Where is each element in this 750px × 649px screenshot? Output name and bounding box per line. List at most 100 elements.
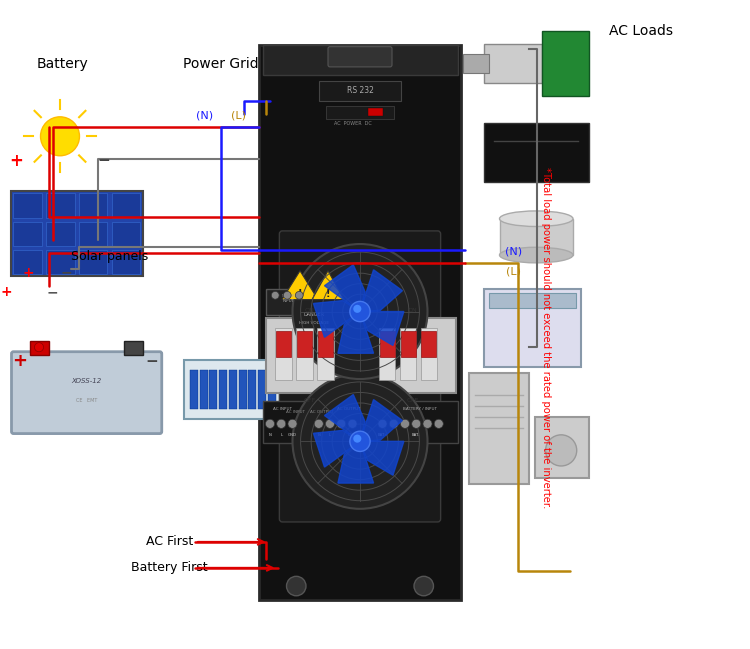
Bar xyxy=(484,44,542,83)
Bar xyxy=(326,106,394,119)
Circle shape xyxy=(266,419,274,428)
Text: GND: GND xyxy=(348,434,357,437)
Bar xyxy=(184,360,285,419)
Circle shape xyxy=(389,419,398,428)
Text: SOLAR
INPUT: SOLAR INPUT xyxy=(282,294,296,303)
Polygon shape xyxy=(314,430,360,467)
Text: L: L xyxy=(280,434,282,437)
Bar xyxy=(422,331,436,357)
Bar xyxy=(259,45,461,600)
Text: (L): (L) xyxy=(231,110,246,121)
Text: !: ! xyxy=(298,289,302,299)
Bar xyxy=(112,193,140,217)
Text: BATTERY / INPUT: BATTERY / INPUT xyxy=(403,407,437,411)
Text: *Total load power should not exceed the rated power of the inverter.: *Total load power should not exceed the … xyxy=(541,167,551,508)
Circle shape xyxy=(292,374,427,509)
Circle shape xyxy=(326,419,334,428)
Text: AC First: AC First xyxy=(146,535,194,548)
Bar xyxy=(275,328,292,380)
Text: AC  POWER  DC: AC POWER DC xyxy=(334,121,371,126)
Bar xyxy=(200,370,208,409)
Text: OFF: OFF xyxy=(406,398,419,403)
Bar xyxy=(219,370,227,409)
Text: AC INPUT    AC OUTPUT: AC INPUT AC OUTPUT xyxy=(286,410,333,415)
Bar xyxy=(112,221,140,246)
Polygon shape xyxy=(338,312,374,353)
Polygon shape xyxy=(282,271,318,300)
Text: ON: ON xyxy=(304,308,314,313)
Text: +: + xyxy=(1,285,12,299)
Bar xyxy=(229,370,237,409)
Circle shape xyxy=(288,419,297,428)
Polygon shape xyxy=(314,300,360,337)
Bar xyxy=(46,193,74,217)
Circle shape xyxy=(423,419,432,428)
Circle shape xyxy=(284,291,291,299)
Circle shape xyxy=(414,576,434,596)
Polygon shape xyxy=(360,441,404,475)
FancyBboxPatch shape xyxy=(279,361,441,522)
Polygon shape xyxy=(325,395,365,441)
Bar xyxy=(400,328,416,380)
Text: +: + xyxy=(12,352,27,371)
Bar xyxy=(379,328,395,380)
Bar xyxy=(368,108,382,116)
Bar xyxy=(535,417,589,478)
Text: GND: GND xyxy=(288,434,297,437)
Text: N: N xyxy=(317,434,320,437)
Text: −: − xyxy=(46,285,58,299)
Bar xyxy=(276,331,291,357)
Text: !: ! xyxy=(326,289,330,299)
Ellipse shape xyxy=(500,247,573,263)
Bar xyxy=(262,45,458,75)
Bar xyxy=(469,373,529,484)
FancyBboxPatch shape xyxy=(11,352,162,434)
Text: (N): (N) xyxy=(196,110,213,121)
Bar xyxy=(258,370,266,409)
Circle shape xyxy=(348,419,357,428)
Bar xyxy=(248,370,256,409)
Text: ON: ON xyxy=(408,308,418,313)
Circle shape xyxy=(353,435,362,443)
Circle shape xyxy=(314,419,323,428)
Text: BAT-: BAT- xyxy=(412,434,421,437)
Text: Power Grid: Power Grid xyxy=(184,56,259,71)
Text: +: + xyxy=(9,152,22,170)
Bar xyxy=(209,370,218,409)
Polygon shape xyxy=(338,441,374,483)
Text: L: L xyxy=(329,434,331,437)
Circle shape xyxy=(350,431,370,452)
Text: AC OUTPUT: AC OUTPUT xyxy=(337,407,361,411)
Circle shape xyxy=(412,419,421,428)
Text: HIGH VOLTAGE: HIGH VOLTAGE xyxy=(299,321,329,325)
Text: CE   EMT: CE EMT xyxy=(76,398,98,403)
Bar xyxy=(500,219,573,255)
Text: Battery First: Battery First xyxy=(131,561,208,574)
Circle shape xyxy=(434,419,443,428)
Bar xyxy=(30,341,49,355)
Circle shape xyxy=(400,419,410,428)
Text: Solar panels: Solar panels xyxy=(71,250,148,263)
Circle shape xyxy=(286,576,306,596)
Bar xyxy=(46,221,74,246)
Text: RS 232: RS 232 xyxy=(346,86,374,95)
Bar xyxy=(317,328,334,380)
Circle shape xyxy=(350,301,370,322)
Circle shape xyxy=(40,117,80,156)
Bar xyxy=(542,31,589,96)
Text: −: − xyxy=(146,354,159,369)
Circle shape xyxy=(296,291,303,299)
Text: (L): (L) xyxy=(506,266,521,276)
Bar xyxy=(13,250,42,274)
Bar xyxy=(266,318,352,393)
Bar xyxy=(13,193,42,217)
Circle shape xyxy=(272,291,279,299)
Circle shape xyxy=(34,343,44,352)
Bar xyxy=(400,331,416,357)
Text: BAT+: BAT+ xyxy=(377,434,388,437)
Bar xyxy=(112,250,140,274)
Bar xyxy=(80,221,107,246)
Text: OFF: OFF xyxy=(303,398,316,403)
Bar xyxy=(319,81,401,101)
Text: AC Loads: AC Loads xyxy=(609,24,674,38)
